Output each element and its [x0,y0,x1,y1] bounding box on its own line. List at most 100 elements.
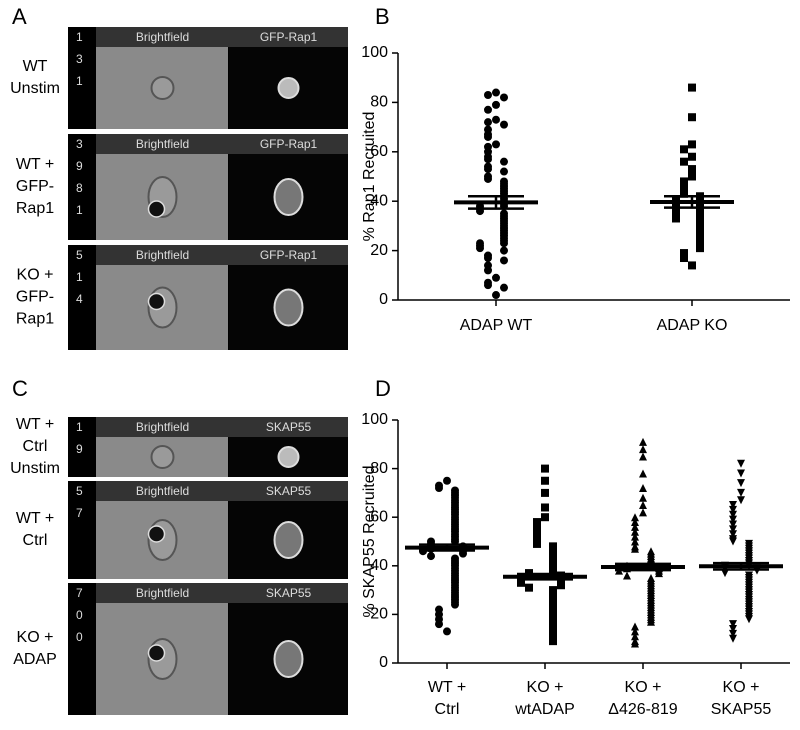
fluorescent-cell [273,288,304,327]
data-point [500,256,508,265]
cell-id: 9 [76,159,83,173]
data-point [688,172,696,181]
cell-id: 7 [76,506,83,520]
data-point [533,518,541,527]
data-point [737,479,745,488]
column-header: GFP-Rap1 [260,30,318,44]
header-strip [96,245,348,265]
data-point [729,501,737,510]
data-point [492,291,500,300]
bead [147,525,166,543]
data-point [688,140,696,149]
data-point [631,532,639,541]
column-header: GFP-Rap1 [260,248,318,262]
fluorescent-cell [273,640,304,678]
x-tick-label: KO + [625,679,662,696]
data-point [729,634,737,643]
cell-id: 1 [76,270,83,284]
x-tick-label: SKAP55 [711,701,772,718]
row-label: GFP- [16,289,54,306]
cell-id: 1 [76,203,83,217]
y-axis-label: % Rap1 Recruited [361,112,378,242]
y-tick-label: 40 [370,192,388,209]
data-point [631,513,639,522]
y-tick-label: 0 [379,291,388,308]
panel-letter: C [12,376,28,401]
panel-letter: B [375,4,390,29]
data-point [680,177,688,186]
data-point [680,249,688,258]
cell-id: 1 [76,30,83,44]
data-point [680,189,688,198]
data-point [729,629,737,638]
data-point [500,167,508,176]
x-tick-label: Ctrl [435,701,460,718]
y-axis-label: % SKAP55 Recruited [361,465,378,617]
cell-id: 3 [76,137,83,151]
column-header: Brightfield [136,248,189,262]
cell-id: 5 [76,484,83,498]
header-strip [96,583,348,603]
data-point [729,624,737,633]
data-point [631,544,639,553]
row-label: Ctrl [23,532,48,549]
data-point [500,93,508,102]
data-point [623,571,631,580]
data-point [533,532,541,541]
column-header: Brightfield [136,420,189,434]
data-point [541,488,549,497]
y-tick-label: 0 [379,654,388,671]
column-header: Brightfield [136,137,189,151]
data-point [427,552,435,561]
x-tick-label: wtADAP [514,701,575,718]
fluorescent-cell [277,446,300,468]
data-point [492,88,500,97]
cell-id: 4 [76,292,83,306]
column-header: SKAP55 [266,420,312,434]
data-point [737,469,745,478]
data-point [631,632,639,641]
y-tick-label: 100 [361,411,388,428]
data-point [484,105,492,114]
y-tick-label: 20 [370,242,388,259]
data-point [672,214,680,223]
data-point [737,488,745,497]
cell-id: 8 [76,181,83,195]
data-point [631,639,639,648]
data-point [680,145,688,154]
data-point [721,569,729,578]
cell-id: 1 [76,74,83,88]
x-tick-label: WT + [428,679,466,696]
data-point [729,520,737,529]
y-tick-label: 100 [361,44,388,61]
row-label: Unstim [10,80,60,97]
header-strip [96,481,348,501]
row-label: Unstim [10,460,60,477]
fluorescent-cell [277,77,300,99]
data-point [631,622,639,631]
data-point [639,437,647,446]
data-point [484,118,492,127]
column-header: Brightfield [136,30,189,44]
data-point [484,90,492,99]
data-point [443,476,451,485]
header-strip [96,134,348,154]
row-label: WT + [16,416,54,433]
data-point [500,239,508,248]
row-label: Rap1 [16,200,54,217]
data-point [541,476,549,485]
row-label: WT [23,58,48,75]
data-point [737,496,745,505]
data-point [484,266,492,275]
data-point [631,518,639,527]
column-header: SKAP55 [266,586,312,600]
data-point [655,569,663,578]
cell [150,76,175,100]
fluorescent-cell [273,178,304,216]
data-point [484,155,492,164]
data-point [484,281,492,290]
data-point [729,515,737,524]
cell-id: 1 [76,420,83,434]
cell-id: 5 [76,248,83,262]
